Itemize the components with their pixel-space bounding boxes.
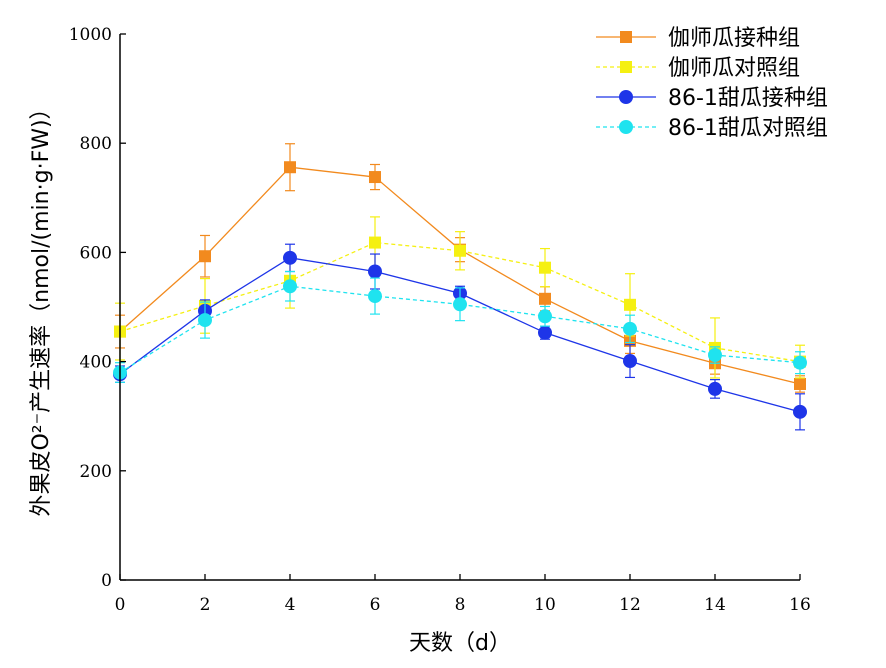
y-ticks: 0 200 400 600 800 1000 bbox=[69, 25, 126, 591]
legend-label: 伽师瓜对照组 bbox=[668, 56, 800, 81]
legend-marker bbox=[620, 31, 632, 43]
series-3 bbox=[113, 243, 807, 431]
x-tick-label: 6 bbox=[370, 595, 381, 615]
y-tick-label: 0 bbox=[101, 571, 112, 591]
data-point bbox=[283, 250, 297, 265]
data-point bbox=[539, 292, 551, 305]
data-point bbox=[199, 250, 211, 263]
data-point bbox=[369, 171, 381, 184]
data-point bbox=[538, 325, 552, 340]
plot-area bbox=[113, 143, 807, 431]
x-tick-label: 0 bbox=[115, 595, 126, 615]
legend-marker bbox=[619, 90, 633, 104]
data-point bbox=[453, 297, 467, 312]
y-axis-title: 外果皮O²⁻产生速率（nmol/(min·g·FW)） bbox=[29, 97, 54, 516]
x-tick-label: 4 bbox=[285, 595, 296, 615]
data-point bbox=[368, 289, 382, 304]
series-line bbox=[119, 241, 801, 363]
legend-label: 伽师瓜接种组 bbox=[668, 26, 800, 51]
y-tick-label: 600 bbox=[80, 243, 112, 263]
data-point bbox=[793, 355, 807, 370]
x-tick-label: 8 bbox=[455, 595, 466, 615]
data-point bbox=[624, 298, 636, 311]
data-point bbox=[368, 264, 382, 279]
y-tick-label: 200 bbox=[80, 462, 112, 482]
data-point bbox=[284, 161, 296, 174]
legend-label: 86-1甜瓜对照组 bbox=[668, 116, 828, 141]
y-tick-label: 1000 bbox=[69, 25, 112, 45]
y-tick-label: 800 bbox=[80, 134, 112, 154]
legend-marker bbox=[620, 61, 632, 73]
data-point bbox=[623, 321, 637, 336]
legend-item: 伽师瓜对照组 bbox=[596, 56, 800, 81]
data-point bbox=[623, 354, 637, 369]
data-point bbox=[794, 377, 806, 390]
legend-item: 86-1甜瓜接种组 bbox=[596, 86, 828, 111]
x-ticks: 0 2 4 6 8 10 12 14 16 bbox=[115, 574, 811, 615]
data-point bbox=[708, 348, 722, 363]
x-tick-label: 2 bbox=[200, 595, 211, 615]
legend-label: 86-1甜瓜接种组 bbox=[668, 86, 828, 111]
legend-marker bbox=[619, 120, 633, 134]
data-point bbox=[369, 236, 381, 249]
data-point bbox=[198, 313, 212, 328]
series-4 bbox=[113, 270, 807, 383]
data-point bbox=[793, 404, 807, 419]
x-axis-title: 天数（d） bbox=[409, 631, 511, 656]
legend-item: 伽师瓜接种组 bbox=[596, 26, 800, 51]
series-line bbox=[119, 166, 801, 385]
data-point bbox=[539, 261, 551, 274]
data-point bbox=[538, 309, 552, 324]
data-point bbox=[283, 279, 297, 294]
series-line bbox=[119, 257, 801, 413]
x-tick-label: 14 bbox=[704, 595, 726, 615]
y-tick-label: 400 bbox=[80, 353, 112, 373]
legend-item: 86-1甜瓜对照组 bbox=[596, 116, 828, 141]
data-point bbox=[708, 381, 722, 396]
x-tick-label: 10 bbox=[534, 595, 556, 615]
x-tick-label: 12 bbox=[619, 595, 641, 615]
x-tick-label: 16 bbox=[789, 595, 811, 615]
data-point bbox=[454, 244, 466, 257]
